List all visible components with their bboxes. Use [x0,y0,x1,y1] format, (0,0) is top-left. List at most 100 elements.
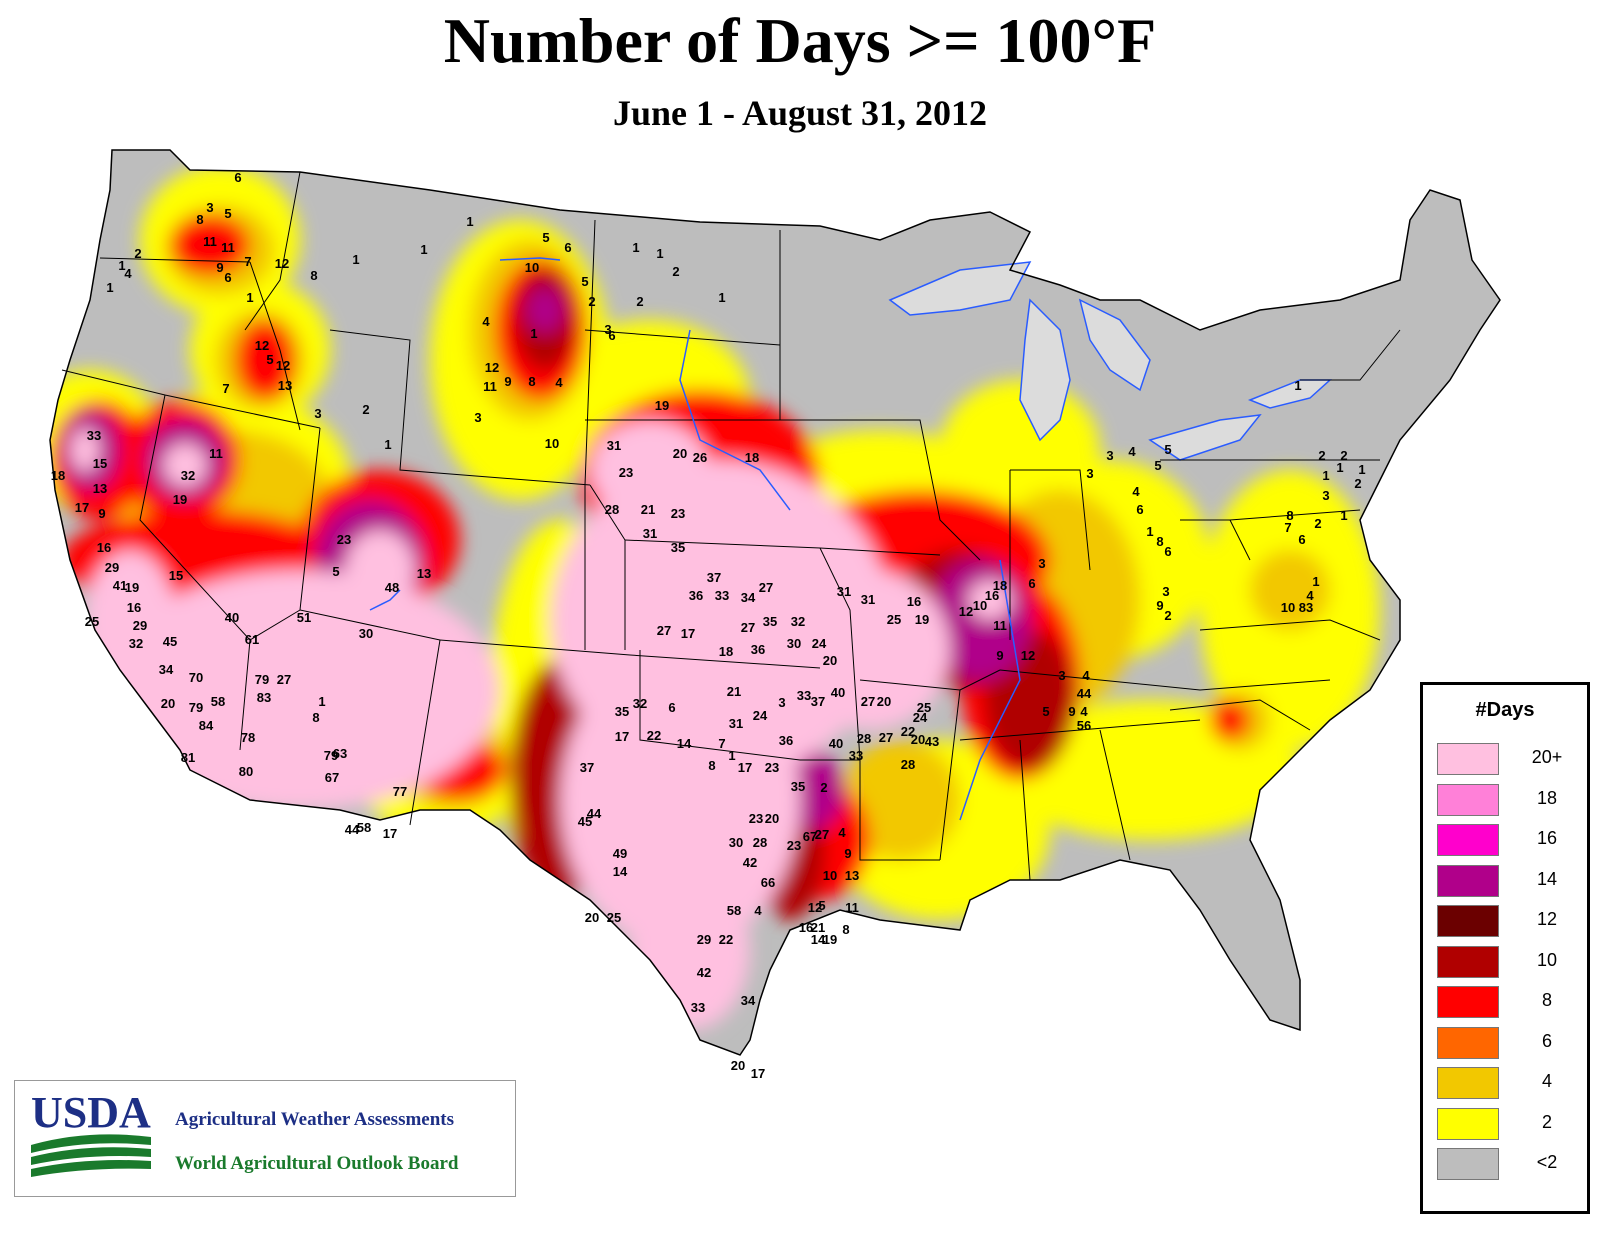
station-value: 8 [312,710,319,725]
station-value: 1 [106,280,113,295]
legend-swatch [1437,824,1499,856]
legend-swatch [1437,783,1499,816]
station-value: 17 [681,626,695,641]
station-value: 6 [224,270,231,285]
station-value: 21 [727,684,741,699]
station-value: 48 [385,580,399,595]
station-value: 19 [655,398,669,413]
station-value: 23 [765,760,779,775]
station-value: 6 [608,328,615,343]
station-value: 17 [738,760,752,775]
station-value: 6 [1298,532,1305,547]
station-value: 23 [787,838,801,853]
station-value: 4 [1082,668,1090,683]
station-value: 12 [276,358,290,373]
station-value: 2 [1340,448,1347,463]
station-value: 14 [613,864,628,879]
station-value: 17 [615,729,629,744]
station-value: 44 [345,822,360,837]
station-value: 7 [718,736,725,751]
station-value: 16 [97,540,111,555]
station-value: 3 [778,695,785,710]
station-value: 21 [811,920,825,935]
station-value: 31 [837,584,851,599]
station-value: 40 [225,610,239,625]
legend-item: 8 [1437,982,1582,1018]
station-value: 45 [163,634,177,649]
station-value: 34 [159,662,174,677]
station-value: 28 [901,757,915,772]
map-subtitle: June 1 - August 31, 2012 [612,93,988,133]
station-value: 26 [693,450,707,465]
station-value: 1 [1358,462,1365,477]
legend-label: 16 [1536,828,1558,848]
legend-label: 2 [1541,1111,1552,1132]
station-value: 33 [797,688,811,703]
legend-item: 10 [1437,942,1582,978]
legend-swatch [1437,864,1499,897]
station-value: 10 [823,868,837,883]
station-value: 45 [578,814,592,829]
station-value: 3 [1038,556,1045,571]
station-value: 20 [673,446,687,461]
legend: #Days 20+ 18 16 14 12 10 8 6 4 2 <2 [1420,682,1590,1214]
station-value: 27 [277,672,291,687]
station-value: 80 [239,764,253,779]
station-value: 11 [993,618,1007,633]
station-value: 31 [861,592,875,607]
station-value: 29 [697,932,711,947]
legend-label: 12 [1536,909,1558,929]
legend-label: 4 [1541,1071,1552,1091]
station-value: 32 [181,468,195,483]
station-value: 33 [715,588,729,603]
station-value: 2 [1354,476,1361,491]
station-value: 1 [384,437,391,452]
station-value: 2 [636,294,643,309]
station-value: 2 [362,402,369,417]
station-value: 12 [485,360,499,375]
station-value: 5 [1042,704,1049,719]
station-value: 70 [189,670,203,685]
station-value: 6 [234,170,241,185]
station-value: 12 [959,604,973,619]
station-value: 19 [125,580,139,595]
legend-label: 20+ [1531,747,1563,767]
station-value: 43 [925,734,939,749]
station-value: 1 [246,290,253,305]
station-value: 22 [719,932,733,947]
station-value: 12 [255,338,269,353]
legend-swatch [1437,1148,1499,1180]
station-value: 35 [763,614,777,629]
legend-label: 18 [1536,787,1558,808]
station-value: 8 [1286,508,1293,523]
station-value: 13 [417,566,431,581]
station-value: 11 [221,240,235,255]
station-value: 9 [844,846,851,861]
station-value: 79 [189,700,203,715]
legend-title: #Days [1475,699,1535,721]
station-value: 79 [255,672,269,687]
legend-item: 2 [1437,1104,1582,1140]
station-value: 8 [310,268,317,283]
station-value: 25 [85,614,99,629]
legend-swatch [1437,1026,1499,1059]
station-value: 35 [671,540,685,555]
station-value: 2 [1318,448,1325,463]
station-value: 25 [917,700,931,715]
station-value: 20 [731,1058,745,1073]
station-value: 4 [1132,484,1140,499]
station-value: 10 [973,598,987,613]
station-value: 20 [585,910,599,925]
station-value: 12 [275,256,289,271]
station-value: 20 [161,696,175,711]
map-title: Number of Days >= 100°F [443,5,1157,76]
station-value: 30 [729,835,743,850]
station-value: 6 [1164,544,1171,559]
legend-item: 20+ [1437,739,1582,775]
legend-item: 16 [1437,820,1582,856]
legend-item: 18 [1437,780,1582,816]
station-value: 4 [754,903,762,918]
usda-logo-text: USDA [31,1088,151,1137]
station-value: 24 [913,710,928,725]
station-value: 1 [1340,508,1347,523]
